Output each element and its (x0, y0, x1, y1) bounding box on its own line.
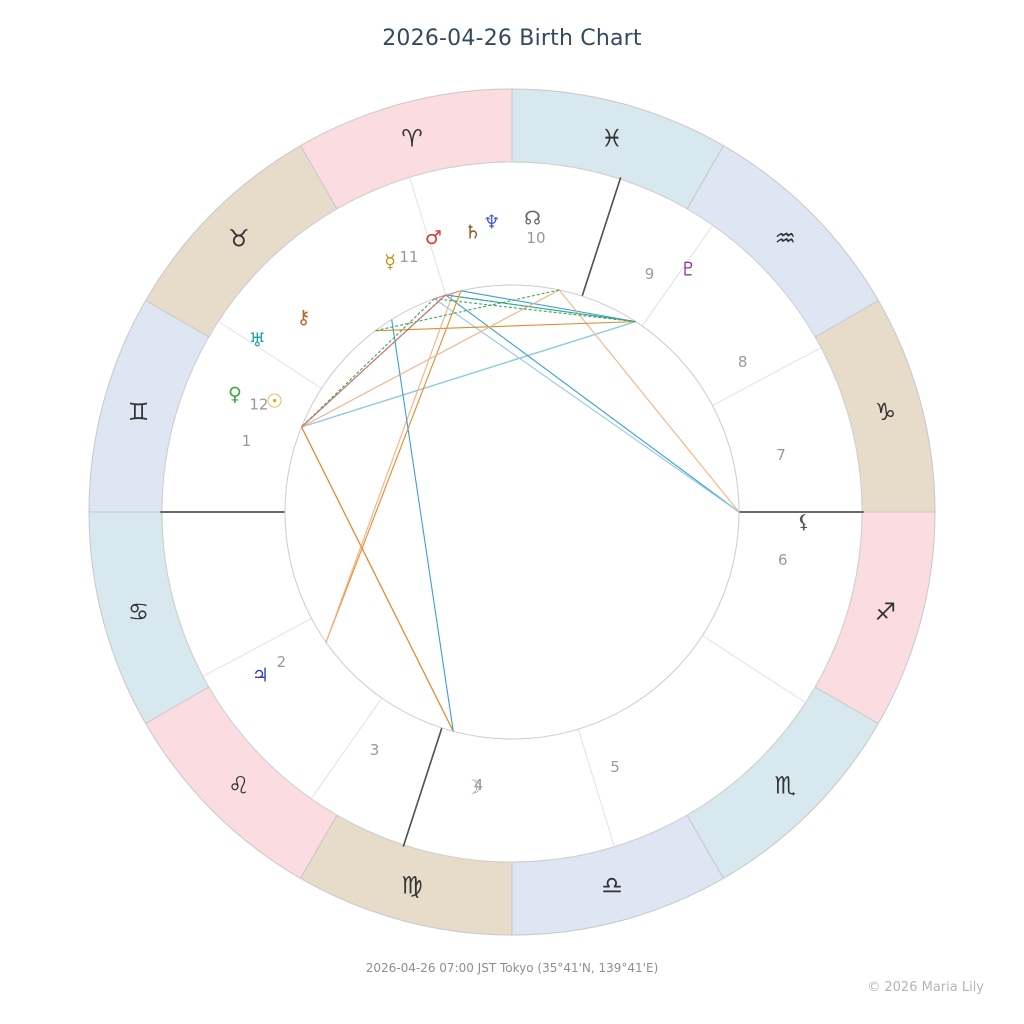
aspect-line-4 (445, 294, 740, 513)
house-number-1: 1 (242, 432, 252, 450)
zodiac-sign-ring: ♈︎ ♉︎ ♊︎ ♋︎ ♌︎ ♍︎ ♎︎ ♏︎ ♐︎ ♑︎ ♒︎ ♓︎ (88, 88, 936, 936)
jupiter-glyph: ♃︎ (252, 664, 269, 686)
lilith-glyph: ⚸︎ (797, 511, 811, 533)
house-cusp-9 (641, 225, 714, 327)
aspect-line-16 (375, 289, 560, 332)
house-cusp-5 (577, 728, 615, 847)
aquarius-sign-glyph: ♒︎ (775, 225, 797, 253)
pluto-glyph: ♇︎ (680, 258, 697, 280)
moon-glyph: ☽︎ (465, 776, 482, 798)
house-cusp-11 (409, 177, 447, 296)
uranus-glyph: ♅︎ (249, 329, 266, 351)
aspect-lines (284, 284, 740, 740)
aspect-line-15 (445, 294, 636, 323)
gemini-sign-glyph: ♊︎ (128, 398, 150, 426)
aspect-line-10 (325, 290, 462, 643)
angle-axis-10 (581, 178, 621, 297)
house-cusp-8 (712, 347, 822, 406)
aspect-line-11 (325, 292, 454, 643)
house-number-5: 5 (610, 758, 620, 776)
aspect-line-6 (558, 289, 740, 513)
aspect-line-14 (434, 298, 636, 323)
saturn-glyph: ♄︎ (464, 222, 481, 244)
leo-sign-glyph: ♌︎ (228, 771, 250, 799)
house-cusp-2 (202, 618, 312, 677)
house-number-8: 8 (738, 353, 748, 371)
house-number-6: 6 (778, 551, 788, 569)
chiron-glyph: ⚷︎ (297, 307, 311, 329)
house-number-10: 10 (526, 229, 545, 247)
house-number-2: 2 (277, 653, 287, 671)
house-cusp-6 (702, 635, 806, 704)
aspect-line-20 (301, 294, 447, 428)
scorpio-sign-glyph: ♏︎ (775, 771, 797, 799)
pisces-sign-glyph: ♓︎ (601, 125, 623, 153)
aspect-line-13 (391, 319, 454, 732)
neptune-glyph: ♆︎ (483, 212, 500, 234)
aspect-line-17 (301, 298, 435, 428)
aspect-line-3 (301, 321, 636, 428)
capricorn-sign-glyph: ♑︎ (875, 398, 897, 426)
sagittarius-sign-glyph: ♐︎ (875, 598, 897, 626)
house-number-7: 7 (776, 446, 786, 464)
taurus-sign-glyph: ♉︎ (228, 225, 250, 253)
north-node-glyph: ☊︎ (524, 208, 541, 230)
aries-sign-glyph: ♈︎ (401, 125, 423, 153)
house-number-11: 11 (399, 248, 418, 266)
virgo-sign-glyph: ♍︎ (401, 871, 423, 899)
mars-glyph: ♂︎ (425, 227, 442, 249)
house-number-12: 12 (249, 396, 268, 414)
house-cusp-12 (218, 320, 322, 389)
aspect-line-8 (301, 426, 454, 732)
chart-footer-info: 2026-04-26 07:00 JST Tokyo (35°41'N, 139… (365, 961, 659, 975)
house-number-4: 4 (474, 776, 484, 794)
aspect-line-9 (375, 321, 636, 332)
aspect-line-12 (301, 289, 560, 428)
venus-glyph: ♀︎ (228, 383, 242, 405)
house-cusp-3 (310, 697, 383, 799)
sun-glyph: ☉︎ (266, 390, 283, 412)
house-number-3: 3 (370, 741, 380, 759)
aspect-line-0 (460, 290, 636, 323)
house-number-9: 9 (645, 265, 655, 283)
mercury-glyph: ☿︎ (384, 251, 396, 273)
angle-axis-4 (403, 727, 443, 846)
cancer-sign-glyph: ♋︎ (128, 598, 150, 626)
aspect-line-5 (434, 298, 740, 513)
copyright-notice: © 2026 Maria Lily (867, 980, 984, 995)
aspect-line-19 (434, 290, 462, 300)
libra-sign-glyph: ♎︎ (601, 871, 623, 899)
chart-title: 2026-04-26 Birth Chart (382, 26, 642, 51)
planet-glyphs: ☉︎ ☽︎ ☿︎ ♀︎ ♂︎ ♃︎ ♄︎ ♅︎ ♆︎ ♇︎ ⚷︎ ☊︎ ⚸︎ (228, 208, 811, 799)
